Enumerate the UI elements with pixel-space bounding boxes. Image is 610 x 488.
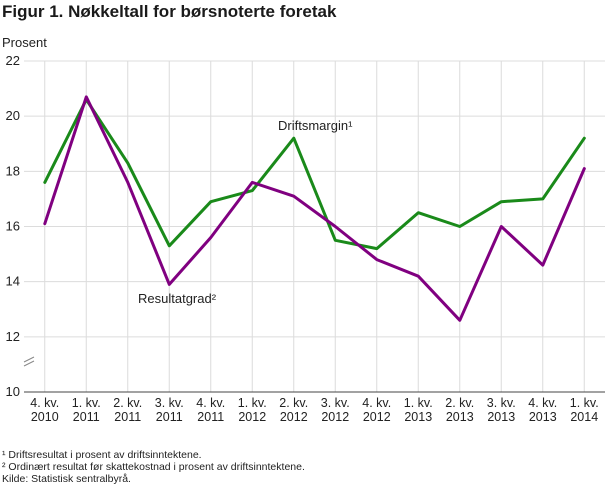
footnote-2: ² Ordinært resultat før skattekostnad i … <box>2 461 305 473</box>
x-tick-label: 3. kv. <box>321 396 350 410</box>
series-label-driftsmargin: Driftsmargin¹ <box>278 118 353 133</box>
x-tick-label: 4. kv. <box>362 396 391 410</box>
x-tick-label: 2012 <box>238 410 266 424</box>
axis-break-mark <box>23 356 35 363</box>
x-tick-label: 4. kv. <box>528 396 557 410</box>
series-line-resultatgrad <box>43 95 586 322</box>
chart-title: Figur 1. Nøkkeltall for børsnoterte fore… <box>2 2 337 21</box>
x-tick-label: 2012 <box>321 410 349 424</box>
y-tick-label: 12 <box>6 329 20 344</box>
x-tick-label: 2013 <box>529 410 557 424</box>
x-tick-label: 2014 <box>570 410 598 424</box>
x-tick-label: 3. kv. <box>155 396 184 410</box>
x-tick-label: 2011 <box>73 410 100 424</box>
x-tick-label: 2013 <box>446 410 474 424</box>
y-tick-labels: 10 12 14 16 18 20 22 <box>6 53 20 399</box>
source-note: Kilde: Statistisk sentralbyrå. <box>2 473 131 485</box>
x-tick-label: 2012 <box>280 410 308 424</box>
x-tick-label: 1. kv. <box>238 396 267 410</box>
footnotes: ¹ Driftsresultat i prosent av driftsinnt… <box>2 449 305 485</box>
x-tick-label: 4. kv. <box>196 396 225 410</box>
y-tick-label: 14 <box>6 274 20 289</box>
x-tick-label: 1. kv. <box>72 396 101 410</box>
x-tick-label: 1. kv. <box>404 396 433 410</box>
series-label-resultatgrad: Resultatgrad² <box>138 291 217 306</box>
x-tick-label: 1. kv. <box>570 396 599 410</box>
x-tick-label: 2011 <box>197 410 224 424</box>
x-tick-label: 2011 <box>114 410 141 424</box>
y-tick-label: 18 <box>6 163 20 178</box>
series-lines <box>43 95 586 322</box>
x-tick-label: 2010 <box>31 410 59 424</box>
y-tick-label: 10 <box>6 384 20 399</box>
axes <box>23 356 605 393</box>
y-tick-label: 20 <box>6 108 20 123</box>
series-line-driftsmargin <box>43 98 586 251</box>
footnote-1: ¹ Driftsresultat i prosent av driftsinnt… <box>2 449 202 461</box>
x-tick-label: 3. kv. <box>487 396 516 410</box>
grid-lines <box>24 60 605 392</box>
x-tick-label: 2. kv. <box>445 396 474 410</box>
x-tick-label: 2013 <box>404 410 432 424</box>
x-tick-label: 2. kv. <box>279 396 308 410</box>
x-tick-label: 2013 <box>487 410 515 424</box>
y-tick-label: 22 <box>6 53 20 68</box>
x-tick-label: 4. kv. <box>30 396 59 410</box>
x-tick-label: 2012 <box>363 410 391 424</box>
y-axis-label: Prosent <box>2 35 47 50</box>
series-labels: Driftsmargin¹ Resultatgrad² <box>138 118 353 306</box>
axis-break-mark <box>23 360 35 367</box>
x-tick-label: 2. kv. <box>113 396 142 410</box>
x-tick-label: 2011 <box>156 410 183 424</box>
y-tick-label: 16 <box>6 219 20 234</box>
